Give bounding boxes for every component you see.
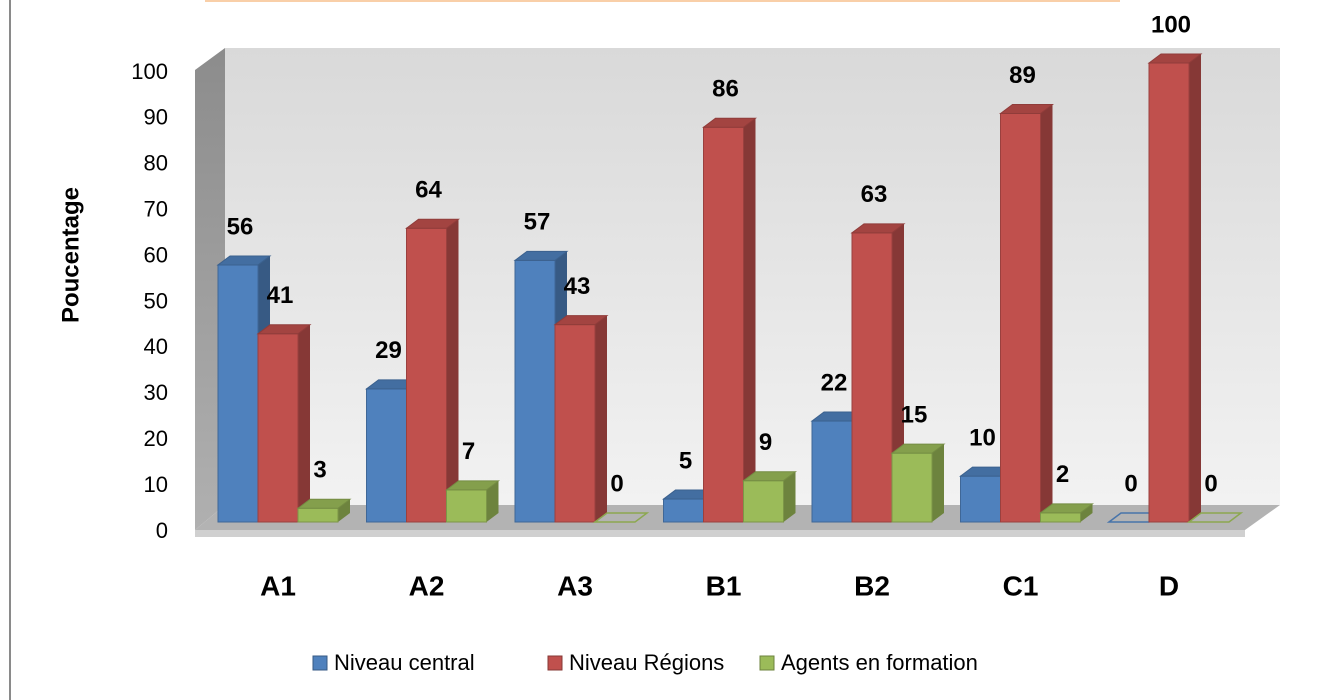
bar-top xyxy=(850,223,906,234)
bar xyxy=(406,227,447,523)
data-label: 9 xyxy=(759,429,772,456)
bar xyxy=(217,264,259,523)
bar-top xyxy=(296,498,352,509)
y-tick-label: 90 xyxy=(144,105,168,130)
x-tick-label: C1 xyxy=(1003,570,1039,601)
data-label: 41 xyxy=(267,282,294,309)
bar xyxy=(1040,512,1081,523)
y-axis-label: Poucentage xyxy=(57,187,84,323)
x-tick-label: A1 xyxy=(260,570,296,601)
y-tick-label: 20 xyxy=(144,426,168,451)
data-label: 100 xyxy=(1151,11,1191,38)
bar xyxy=(1000,112,1041,523)
bar-side xyxy=(783,471,796,522)
bar xyxy=(663,498,704,523)
data-label: 0 xyxy=(610,470,623,497)
bar-top xyxy=(445,480,500,491)
legend-label: Agents en formation xyxy=(781,650,978,675)
data-label: 15 xyxy=(901,401,928,428)
x-tick-label: B1 xyxy=(706,570,742,601)
data-label: 56 xyxy=(227,213,254,240)
bar-top xyxy=(513,250,569,261)
plot: 0102030405060708090100A156413A229647A357… xyxy=(131,11,1244,601)
bar xyxy=(257,333,299,523)
data-label: 63 xyxy=(861,181,888,208)
data-label: 5 xyxy=(679,447,692,474)
data-label: 7 xyxy=(462,438,475,465)
bar-side xyxy=(486,480,499,522)
bar xyxy=(297,507,339,523)
bar-side xyxy=(338,499,350,522)
bar-top xyxy=(405,218,460,229)
y-tick-label: 80 xyxy=(144,151,168,176)
x-tick-label: A3 xyxy=(557,570,593,601)
y-tick-label: 50 xyxy=(144,288,168,313)
bar-top xyxy=(999,103,1054,114)
bar-top xyxy=(890,443,946,454)
legend-swatch xyxy=(312,655,328,671)
bar xyxy=(851,232,893,523)
bar xyxy=(960,475,1001,523)
bar xyxy=(703,126,744,523)
bar-side xyxy=(932,444,944,522)
y-tick-label: 0 xyxy=(156,518,168,543)
bar-side xyxy=(595,315,607,522)
bar xyxy=(811,420,853,523)
bar xyxy=(743,480,784,523)
bar-top xyxy=(592,512,650,523)
floor-edge xyxy=(195,530,1245,537)
data-label: 3 xyxy=(313,457,326,484)
data-label: 86 xyxy=(712,76,739,103)
bar-side xyxy=(743,118,756,522)
data-label: 57 xyxy=(524,209,551,236)
x-tick-label: D xyxy=(1159,570,1179,601)
data-label: 22 xyxy=(821,369,848,396)
legend-label: Niveau central xyxy=(334,650,475,675)
data-label: 0 xyxy=(1204,470,1217,497)
data-label: 64 xyxy=(415,177,442,204)
data-label: 29 xyxy=(375,337,402,364)
data-label: 89 xyxy=(1009,62,1036,89)
data-label: 43 xyxy=(564,273,591,300)
x-tick-label: B2 xyxy=(854,570,890,601)
bar-top xyxy=(256,324,312,335)
bar xyxy=(554,324,596,523)
data-label: 10 xyxy=(969,424,996,451)
bar-side xyxy=(298,324,310,522)
legend-swatch xyxy=(547,655,563,671)
y-tick-label: 40 xyxy=(144,334,168,359)
y-tick-label: 30 xyxy=(144,380,168,405)
bar-side xyxy=(1189,54,1201,522)
bar xyxy=(891,452,933,523)
bar-top xyxy=(742,471,797,482)
bar-top xyxy=(1039,503,1094,514)
y-tick-label: 70 xyxy=(144,197,168,222)
bar-side xyxy=(1040,104,1053,523)
legend: Niveau central Niveau Régions Agents en fo… xyxy=(312,650,978,675)
bar-top xyxy=(553,315,609,326)
y-tick-label: 100 xyxy=(131,59,168,84)
bar-side xyxy=(446,219,459,523)
bar-top xyxy=(216,255,272,266)
data-label: 0 xyxy=(1124,470,1137,497)
bar-top xyxy=(1186,512,1244,523)
bar-side xyxy=(1080,503,1093,522)
legend-swatch xyxy=(759,655,775,671)
data-label: 2 xyxy=(1056,461,1069,488)
bar xyxy=(446,489,487,523)
bar-top xyxy=(1147,53,1203,64)
bar xyxy=(1148,62,1190,523)
y-tick-label: 10 xyxy=(144,472,168,497)
legend-label: Niveau Régions xyxy=(569,650,724,675)
bar-top xyxy=(702,117,757,128)
bar xyxy=(366,388,407,523)
y-tick-label: 60 xyxy=(144,242,168,267)
bar xyxy=(514,259,556,523)
x-tick-label: A2 xyxy=(409,570,445,601)
